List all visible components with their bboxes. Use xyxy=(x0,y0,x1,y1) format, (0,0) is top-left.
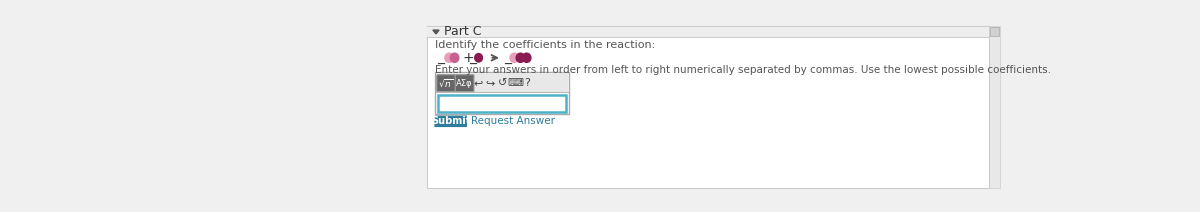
Text: _: _ xyxy=(504,51,511,65)
Text: ⌨: ⌨ xyxy=(508,78,523,88)
FancyBboxPatch shape xyxy=(989,26,1000,188)
Ellipse shape xyxy=(475,54,482,62)
Text: $\sqrt{n}$: $\sqrt{n}$ xyxy=(438,77,454,89)
Ellipse shape xyxy=(510,53,518,62)
Text: Identify the coefficients in the reaction:: Identify the coefficients in the reactio… xyxy=(436,40,655,50)
Text: Enter your answers in order from left to right numerically separated by commas. : Enter your answers in order from left to… xyxy=(436,65,1051,75)
FancyBboxPatch shape xyxy=(438,95,566,112)
Text: ↩: ↩ xyxy=(473,78,482,88)
Ellipse shape xyxy=(522,53,530,62)
Polygon shape xyxy=(433,30,439,34)
Text: ΑΣφ: ΑΣφ xyxy=(456,79,473,88)
Text: _: _ xyxy=(469,51,476,65)
FancyBboxPatch shape xyxy=(455,75,474,92)
FancyBboxPatch shape xyxy=(437,75,455,92)
Text: Part C: Part C xyxy=(444,25,481,39)
FancyBboxPatch shape xyxy=(436,72,569,114)
Text: ↺: ↺ xyxy=(498,78,508,88)
Text: ↪: ↪ xyxy=(486,78,494,88)
FancyBboxPatch shape xyxy=(990,27,1000,36)
FancyBboxPatch shape xyxy=(434,116,467,127)
Text: Request Answer: Request Answer xyxy=(470,116,554,126)
FancyBboxPatch shape xyxy=(427,27,989,37)
Ellipse shape xyxy=(450,53,458,62)
Ellipse shape xyxy=(516,53,524,62)
FancyBboxPatch shape xyxy=(427,26,989,188)
Text: Submit: Submit xyxy=(431,116,470,126)
Text: _: _ xyxy=(437,51,444,65)
FancyBboxPatch shape xyxy=(436,73,568,92)
Text: ?: ? xyxy=(524,78,530,88)
Text: +: + xyxy=(462,51,474,65)
Ellipse shape xyxy=(445,53,454,62)
